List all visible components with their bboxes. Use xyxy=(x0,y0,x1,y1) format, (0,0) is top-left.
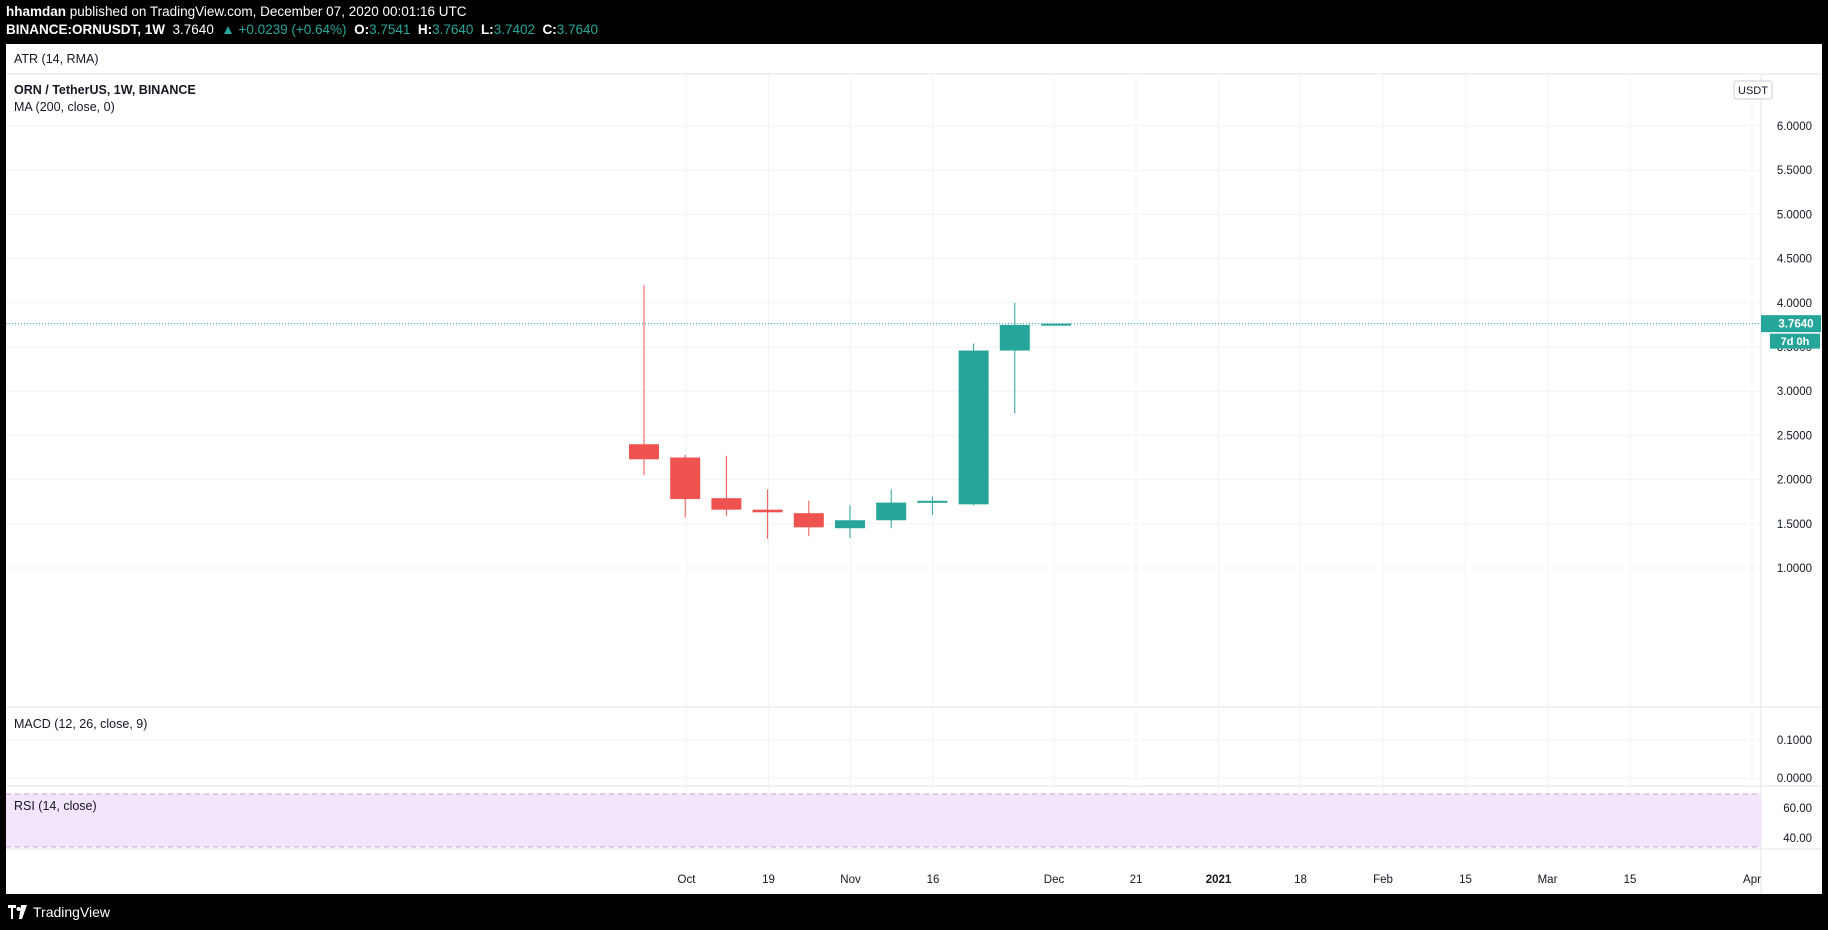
candle[interactable] xyxy=(793,500,824,537)
tradingview-logo-icon[interactable] xyxy=(8,905,28,919)
low-value: 3.7402 xyxy=(493,22,535,37)
candle[interactable] xyxy=(876,489,907,529)
time-tick-label: Dec xyxy=(1044,874,1065,886)
time-tick-label: 18 xyxy=(1294,874,1307,886)
rsi-label[interactable]: RSI (14, close) xyxy=(14,799,97,813)
close-label: C: xyxy=(542,22,557,37)
high-value: 3.7640 xyxy=(432,22,474,37)
candle[interactable] xyxy=(1041,323,1071,326)
candle[interactable] xyxy=(958,343,989,506)
horizontal-gridlines xyxy=(6,125,1761,839)
main-title: ORN / TetherUS, 1W, BINANCE xyxy=(14,83,196,97)
candle[interactable] xyxy=(711,455,742,516)
time-tick-label: 21 xyxy=(1130,874,1143,886)
candle-body xyxy=(793,513,824,528)
open-label: O: xyxy=(354,22,370,37)
candle-body xyxy=(711,498,742,510)
price-tick-label: 3.0000 xyxy=(1777,386,1812,398)
countdown-value: 7d 0h xyxy=(1781,336,1810,348)
time-tick-label: 19 xyxy=(762,874,775,886)
candle-body xyxy=(917,500,948,503)
candle[interactable] xyxy=(999,302,1030,414)
candle-body xyxy=(629,444,659,460)
price-tick-label: 5.0000 xyxy=(1777,209,1812,221)
price-tick-label: 1.0000 xyxy=(1777,563,1812,575)
price-badge xyxy=(1761,315,1821,333)
author-name[interactable]: hhamdan xyxy=(6,4,67,19)
candle[interactable] xyxy=(752,489,783,539)
chart-frame[interactable]: ATR (14, RMA) ORN / TetherUS, 1W, BINANC… xyxy=(6,44,1822,894)
time-tick-label: 15 xyxy=(1459,874,1472,886)
price-tick-label: 2.0000 xyxy=(1777,475,1812,487)
time-tick-label: 16 xyxy=(927,874,940,886)
candle[interactable] xyxy=(835,505,865,538)
price-badge-value: 3.7640 xyxy=(1778,319,1813,331)
chart-canvas[interactable]: ATR (14, RMA) ORN / TetherUS, 1W, BINANC… xyxy=(6,44,1822,894)
candle-body xyxy=(752,509,783,513)
price-tick-label: 5.5000 xyxy=(1777,165,1812,177)
candle-body xyxy=(835,520,865,529)
publish-header: hhamdan published on TradingView.com, De… xyxy=(0,0,1828,44)
symbol-label: BINANCE:ORNUSDT, 1W xyxy=(6,22,166,37)
ma-label[interactable]: MA (200, close, 0) xyxy=(14,100,115,114)
last-price: 3.7640 xyxy=(172,22,214,37)
candle-body xyxy=(958,350,989,505)
time-tick-label: Mar xyxy=(1538,874,1558,886)
rsi-tick-1: 40.00 xyxy=(1783,833,1812,845)
low-label: L: xyxy=(480,22,494,37)
footer-brand[interactable]: TradingView xyxy=(33,904,111,920)
macd-tick-0: 0.1000 xyxy=(1777,735,1812,747)
candle[interactable] xyxy=(670,454,701,518)
candle[interactable] xyxy=(629,285,659,476)
macd-tick-1: 0.0000 xyxy=(1777,773,1812,785)
candle-body xyxy=(1041,323,1071,326)
high-label: H: xyxy=(417,22,433,37)
currency-box[interactable] xyxy=(1733,80,1773,100)
footer-bar: TradingView xyxy=(0,894,1828,930)
candle[interactable] xyxy=(917,496,948,515)
symbol-line: BINANCE:ORNUSDT, 1W 3.7640 ▲ +0.0239 (+0… xyxy=(6,22,598,37)
candle-body xyxy=(670,457,701,500)
price-tick-label: 2.5000 xyxy=(1777,430,1812,442)
price-tick-label: 4.5000 xyxy=(1777,254,1812,266)
time-tick-label: Feb xyxy=(1373,874,1393,886)
price-tick-label: 4.0000 xyxy=(1777,298,1812,310)
candle-body xyxy=(999,324,1030,351)
macd-label[interactable]: MACD (12, 26, close, 9) xyxy=(14,717,147,731)
currency-label: USDT xyxy=(1738,85,1768,97)
time-tick-label: Nov xyxy=(840,874,861,886)
time-tick-label: Oct xyxy=(678,874,697,886)
candle-body xyxy=(876,502,907,521)
candles-layer[interactable] xyxy=(629,285,1071,539)
published-info: published on TradingView.com, December 0… xyxy=(69,4,467,19)
close-value: 3.7640 xyxy=(556,22,599,37)
price-tick-label: 6.0000 xyxy=(1777,121,1812,133)
atr-label[interactable]: ATR (14, RMA) xyxy=(14,52,99,66)
countdown-badge xyxy=(1770,333,1820,349)
time-tick-label: 15 xyxy=(1624,874,1637,886)
published-line: hhamdan published on TradingView.com, De… xyxy=(6,4,467,19)
price-tick-label: 1.5000 xyxy=(1777,519,1812,531)
open-value: 3.7541 xyxy=(369,22,411,37)
vertical-gridlines xyxy=(686,74,1753,849)
time-axis[interactable]: Oct 19 Nov 16 Dec 21 2021 18 Feb 15 Mar 15 Apr xyxy=(678,874,1762,886)
change-indicator: ▲ +0.0239 (+0.64%) xyxy=(221,22,347,37)
time-tick-label: Apr xyxy=(1743,874,1761,886)
time-tick-label: 2021 xyxy=(1206,874,1232,886)
rsi-tick-0: 60.00 xyxy=(1783,803,1812,815)
rsi-band xyxy=(6,794,1761,847)
